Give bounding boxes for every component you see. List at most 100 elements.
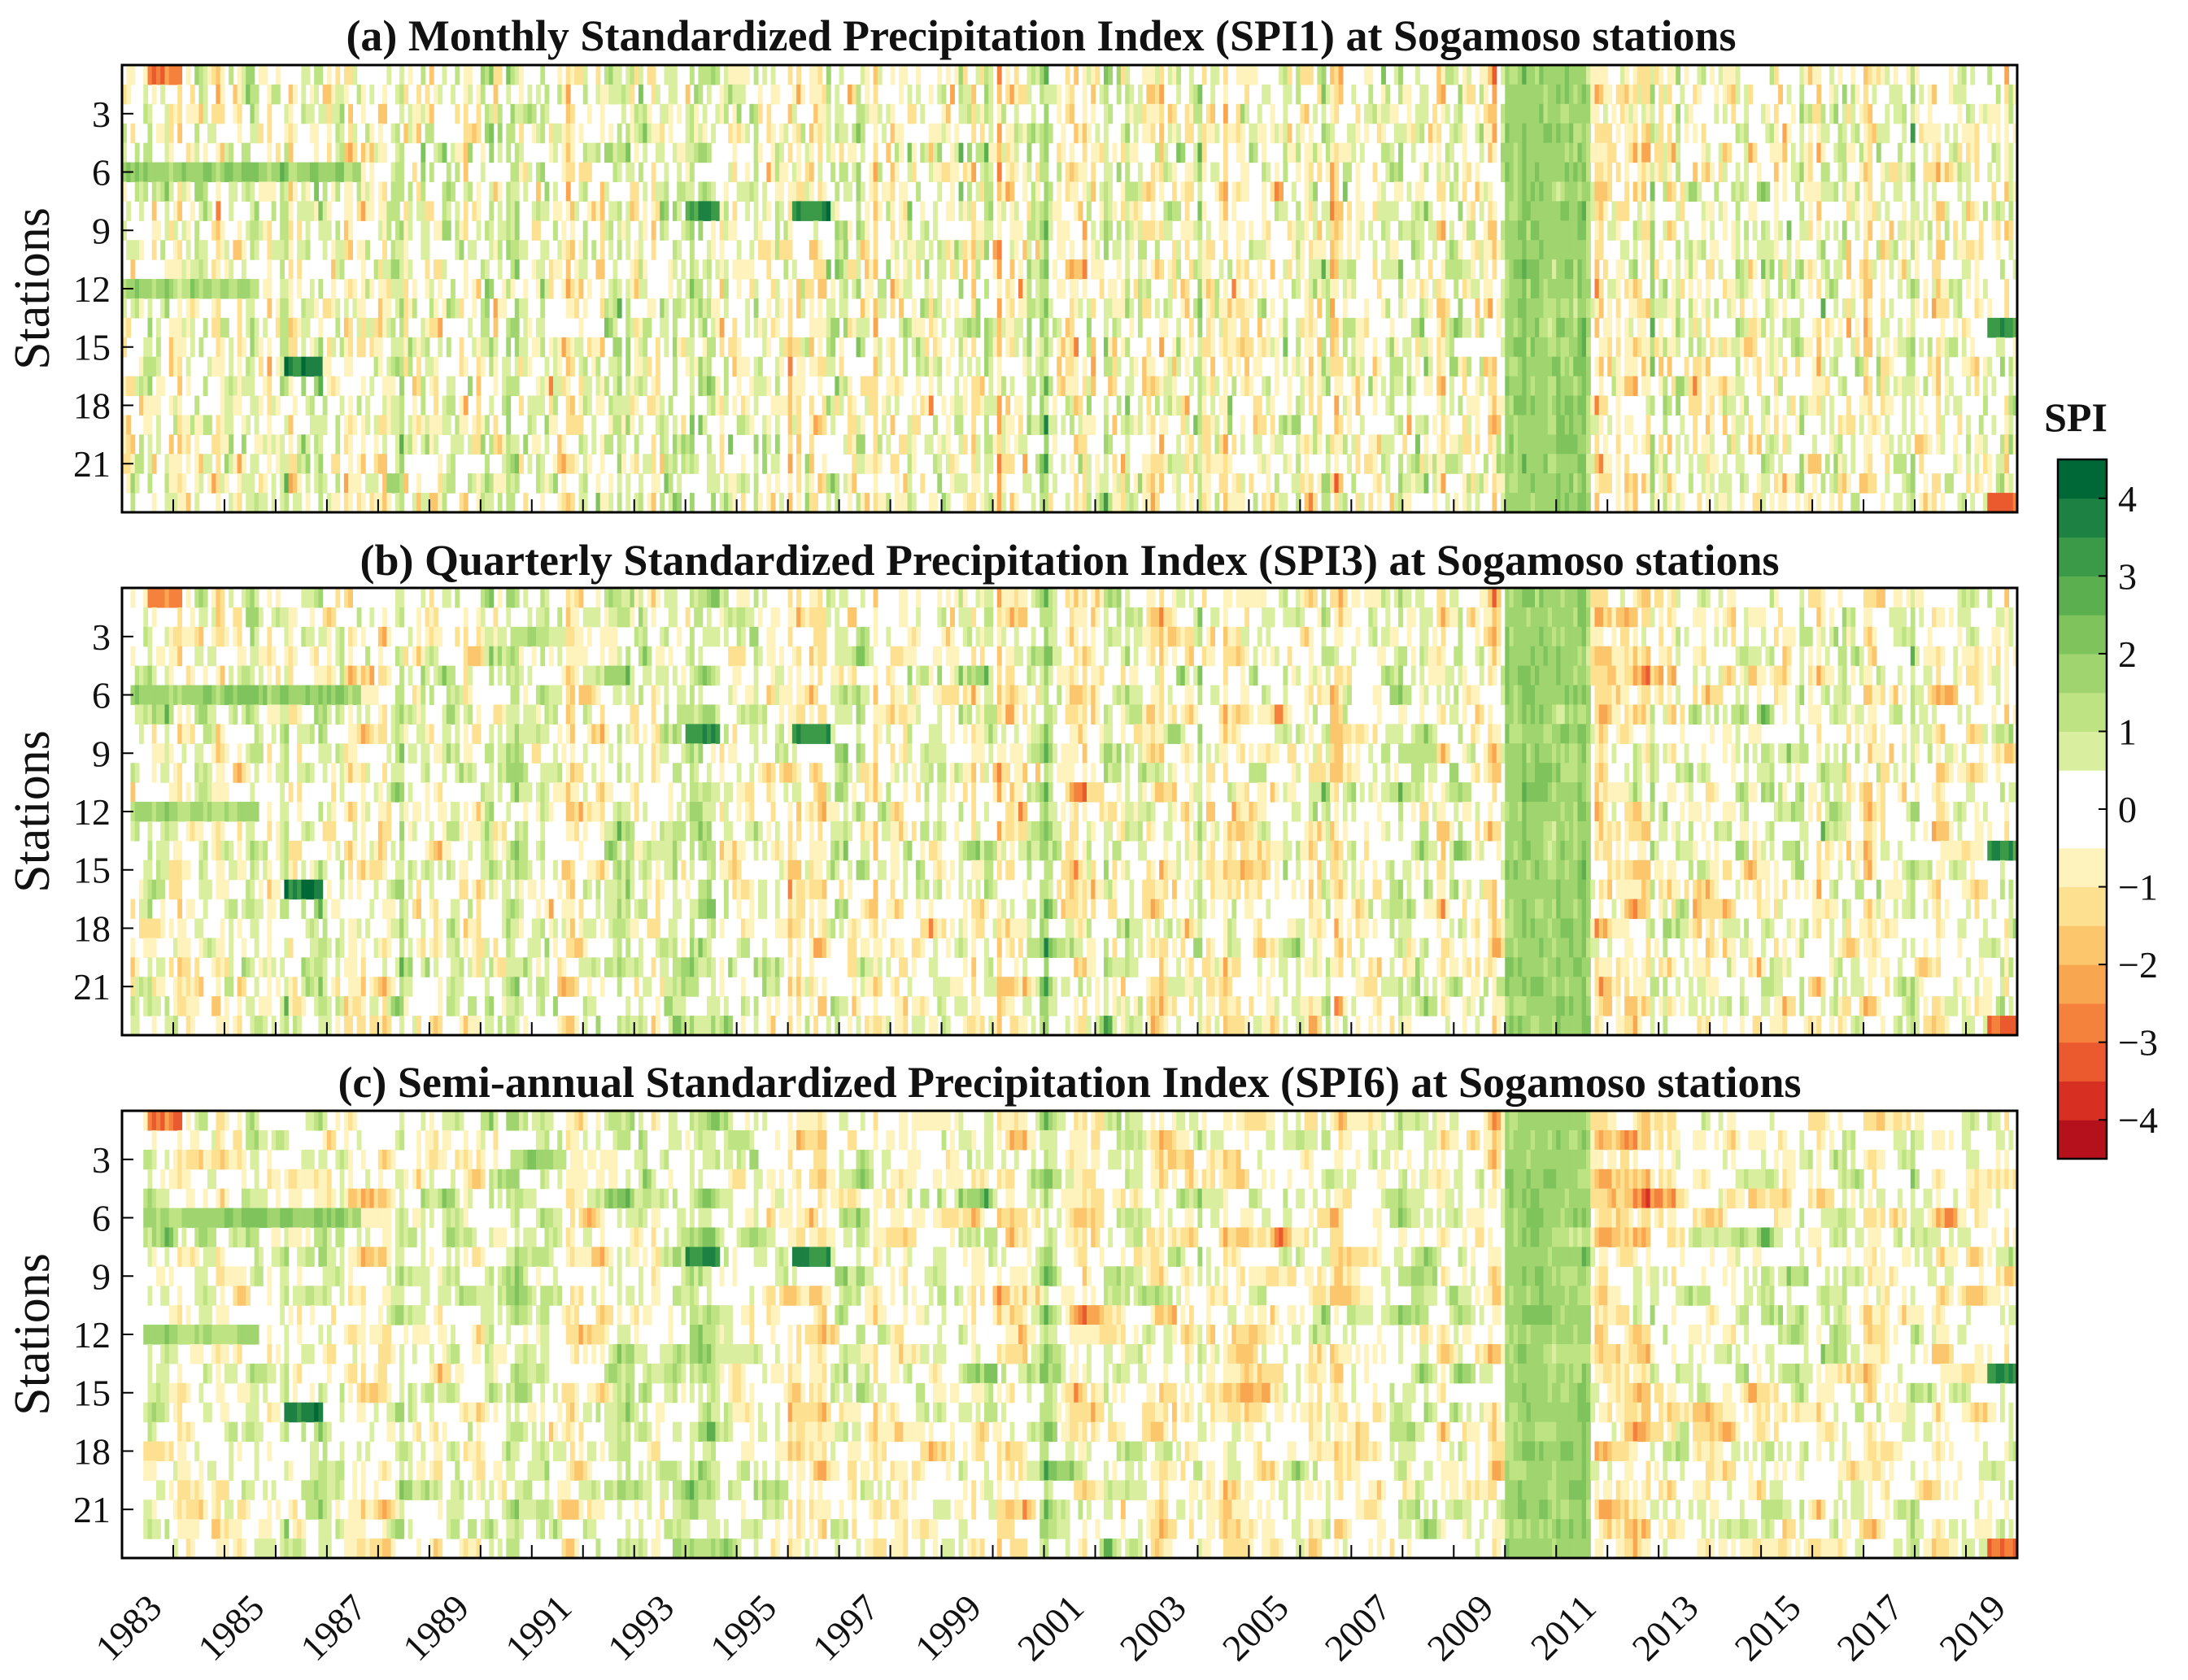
spi-cell bbox=[1381, 124, 1386, 144]
spi-cell bbox=[848, 143, 852, 163]
spi-cell bbox=[306, 318, 311, 338]
spi-cell bbox=[1449, 65, 1454, 85]
spi-cell bbox=[233, 396, 238, 416]
spi-cell bbox=[1645, 104, 1650, 124]
spi-cell bbox=[1436, 376, 1441, 397]
spi-cell bbox=[242, 85, 246, 105]
spi-cell bbox=[1317, 85, 1322, 105]
spi-cell bbox=[310, 337, 315, 358]
spi-cell bbox=[690, 163, 695, 183]
spi-cell bbox=[177, 124, 182, 144]
spi-cell bbox=[169, 396, 174, 416]
spi-cell bbox=[562, 376, 567, 397]
spi-cell bbox=[1863, 279, 1868, 299]
spi-cell bbox=[365, 415, 370, 435]
spi-cell bbox=[1548, 376, 1553, 397]
spi-cell bbox=[233, 240, 238, 260]
spi-cell bbox=[506, 201, 511, 221]
spi-cell bbox=[1590, 104, 1595, 124]
spi-cell bbox=[1603, 181, 1608, 202]
spi-cell bbox=[177, 357, 182, 377]
spi-cell bbox=[912, 240, 917, 260]
spi-cell bbox=[673, 376, 678, 397]
spi-cell bbox=[1607, 357, 1612, 377]
spi-cell bbox=[293, 124, 298, 144]
spi-cell bbox=[1402, 298, 1407, 319]
spi-cell bbox=[1121, 337, 1126, 358]
spi-cell bbox=[788, 65, 793, 85]
spi-cell bbox=[399, 85, 404, 105]
spi-cell bbox=[1577, 104, 1582, 124]
spi-cell bbox=[1778, 220, 1783, 241]
spi-cell bbox=[1488, 65, 1493, 85]
spi-cell bbox=[1322, 201, 1327, 221]
spi-cell bbox=[1582, 104, 1587, 124]
spi-cell bbox=[143, 163, 148, 183]
spi-cell bbox=[323, 163, 328, 183]
spi-cell bbox=[344, 143, 349, 163]
spi-cell bbox=[1322, 104, 1327, 124]
spi-cell bbox=[967, 357, 972, 377]
spi-cell bbox=[361, 201, 366, 221]
spi-cell bbox=[1104, 298, 1109, 319]
spi-cell bbox=[1833, 337, 1838, 358]
spi-cell bbox=[1594, 124, 1599, 144]
spi-cell bbox=[1736, 220, 1741, 241]
spi-cell bbox=[984, 318, 989, 338]
spi-cell bbox=[822, 415, 827, 435]
spi-cell bbox=[809, 298, 814, 319]
spi-cell bbox=[2009, 143, 2014, 163]
spi-cell bbox=[1385, 240, 1390, 260]
spi-cell bbox=[634, 201, 639, 221]
spi-cell bbox=[477, 376, 482, 397]
spi-cell bbox=[1415, 181, 1420, 202]
spi-cell bbox=[156, 376, 161, 397]
spi-cell bbox=[1868, 143, 1872, 163]
spi-cell bbox=[1510, 220, 1515, 241]
spi-cell bbox=[1330, 104, 1335, 124]
spi-cell bbox=[238, 318, 242, 338]
spi-cell bbox=[779, 357, 784, 377]
spi-cell bbox=[1001, 143, 1006, 163]
spi-cell bbox=[1599, 124, 1604, 144]
spi-cell bbox=[1223, 124, 1228, 144]
spi-cell bbox=[809, 357, 814, 377]
spi-cell bbox=[421, 337, 425, 358]
spi-cell bbox=[1480, 143, 1484, 163]
spi-cell bbox=[528, 415, 533, 435]
spi-cell bbox=[1227, 357, 1232, 377]
spi-cell bbox=[549, 279, 554, 299]
spi-cell bbox=[447, 298, 451, 319]
spi-cell bbox=[1176, 318, 1181, 338]
spi-cell bbox=[984, 143, 989, 163]
spi-cell bbox=[1142, 240, 1147, 260]
spi-cell bbox=[570, 143, 575, 163]
spi-cell bbox=[1680, 85, 1685, 105]
spi-cell bbox=[1185, 104, 1190, 124]
spi-cell bbox=[1787, 85, 1792, 105]
spi-cell bbox=[1044, 337, 1049, 358]
spi-cell bbox=[1159, 337, 1164, 358]
spi-cell bbox=[788, 318, 793, 338]
spi-cell bbox=[194, 279, 199, 299]
spi-cell bbox=[489, 65, 494, 85]
spi-cell bbox=[1322, 337, 1327, 358]
spi-cell bbox=[1279, 181, 1284, 202]
spi-cell bbox=[1983, 376, 1988, 397]
spi-cell bbox=[1142, 220, 1147, 241]
spi-cell bbox=[523, 298, 528, 319]
spi-cell bbox=[1573, 143, 1578, 163]
spi-cell bbox=[1885, 201, 1889, 221]
spi-cell bbox=[515, 65, 520, 85]
spi-cell bbox=[1035, 201, 1040, 221]
spi-cell bbox=[399, 396, 404, 416]
spi-cell bbox=[779, 181, 784, 202]
spi-cell bbox=[344, 220, 349, 241]
spi-cell bbox=[724, 201, 729, 221]
spi-cell bbox=[848, 396, 852, 416]
spi-cell bbox=[690, 357, 695, 377]
spi-cell bbox=[1231, 201, 1236, 221]
spi-cell bbox=[1168, 65, 1173, 85]
spi-cell bbox=[515, 376, 520, 397]
spi-cell bbox=[745, 181, 750, 202]
